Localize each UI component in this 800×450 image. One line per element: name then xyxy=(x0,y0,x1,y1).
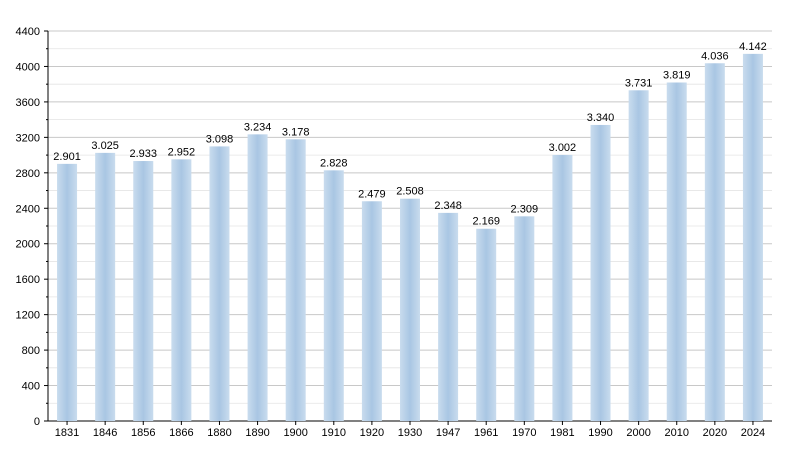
bar-1866 xyxy=(171,159,192,421)
x-tick-label: 1910 xyxy=(322,427,346,439)
y-tick-label: 800 xyxy=(22,345,40,357)
y-tick-label: 4400 xyxy=(16,26,40,38)
x-tick-label: 1920 xyxy=(360,427,384,439)
data-label: 2.952 xyxy=(168,146,196,158)
x-tick-label: 1831 xyxy=(55,427,79,439)
data-labels: 2.901 3.025 2.933 2.952 3.098 3.234 3.178 2.828… xyxy=(53,41,766,228)
bar-1900 xyxy=(285,139,306,421)
data-label: 2.933 xyxy=(129,148,157,160)
x-tick-label: 1990 xyxy=(588,427,612,439)
y-tick-label: 400 xyxy=(22,381,40,393)
x-tick-label: 1846 xyxy=(93,427,117,439)
x-tick-label: 1856 xyxy=(131,427,155,439)
bar-1890 xyxy=(247,134,268,421)
bar-1970 xyxy=(514,216,535,421)
y-tick-label: 3600 xyxy=(16,97,40,109)
axes: 0 400 800 1200 1600 2000 2400 2800 3200 3600 4000 4… xyxy=(16,26,772,439)
data-label: 4.036 xyxy=(701,50,729,62)
data-label: 2.901 xyxy=(53,151,81,163)
bar-1920 xyxy=(361,201,382,421)
bar-1880 xyxy=(209,146,230,421)
data-label: 3.178 xyxy=(282,126,310,138)
x-tick-label: 2000 xyxy=(626,427,650,439)
data-label: 2.348 xyxy=(434,200,462,212)
bar-2010 xyxy=(666,82,687,421)
y-tick-label: 2800 xyxy=(16,168,40,180)
y-tick-label: 3200 xyxy=(16,132,40,144)
bar-2000 xyxy=(628,90,649,421)
bar-1856 xyxy=(133,161,154,421)
data-label: 3.098 xyxy=(206,133,234,145)
bar-1910 xyxy=(323,170,344,421)
data-label: 2.508 xyxy=(396,186,424,198)
data-label: 3.025 xyxy=(91,140,119,152)
bar-2024 xyxy=(742,53,763,421)
x-tick-label: 1961 xyxy=(474,427,498,439)
data-label: 2.828 xyxy=(320,157,348,169)
x-tick-label: 1947 xyxy=(436,427,460,439)
data-label: 3.819 xyxy=(663,69,691,81)
bar-1981 xyxy=(552,154,573,421)
x-tick-label: 2024 xyxy=(741,427,765,439)
data-label: 3.731 xyxy=(625,77,653,89)
data-label: 2.479 xyxy=(358,188,386,200)
data-label: 2.309 xyxy=(511,203,539,215)
x-tick-label: 1900 xyxy=(283,427,307,439)
x-tick-label: 1890 xyxy=(245,427,269,439)
x-tick-label: 2020 xyxy=(703,427,727,439)
y-tick-label: 2400 xyxy=(16,203,40,215)
bar-1947 xyxy=(438,212,459,421)
bar-2020 xyxy=(704,63,725,421)
y-tick-label: 1200 xyxy=(16,310,40,322)
bar-1930 xyxy=(400,198,420,421)
data-label: 3.234 xyxy=(244,121,272,133)
bar-1831 xyxy=(57,163,78,421)
bar-1846 xyxy=(95,152,116,421)
bar-1990 xyxy=(590,124,611,422)
data-label: 3.340 xyxy=(587,112,615,124)
x-tick-label: 1930 xyxy=(398,427,422,439)
x-tick-label: 2010 xyxy=(664,427,688,439)
x-tick-label: 1981 xyxy=(550,427,574,439)
data-label: 3.002 xyxy=(549,142,577,154)
data-label: 4.142 xyxy=(739,41,767,53)
y-tick-label: 0 xyxy=(34,416,40,428)
y-tick-label: 1600 xyxy=(16,274,40,286)
bars xyxy=(57,53,763,422)
data-label: 2.169 xyxy=(472,216,500,228)
x-tick-label: 1880 xyxy=(207,427,231,439)
x-tick-label: 1970 xyxy=(512,427,536,439)
x-tick-label: 1866 xyxy=(169,427,193,439)
bar-1961 xyxy=(476,228,497,421)
y-tick-label: 2000 xyxy=(16,239,40,251)
y-tick-label: 4000 xyxy=(16,61,40,73)
